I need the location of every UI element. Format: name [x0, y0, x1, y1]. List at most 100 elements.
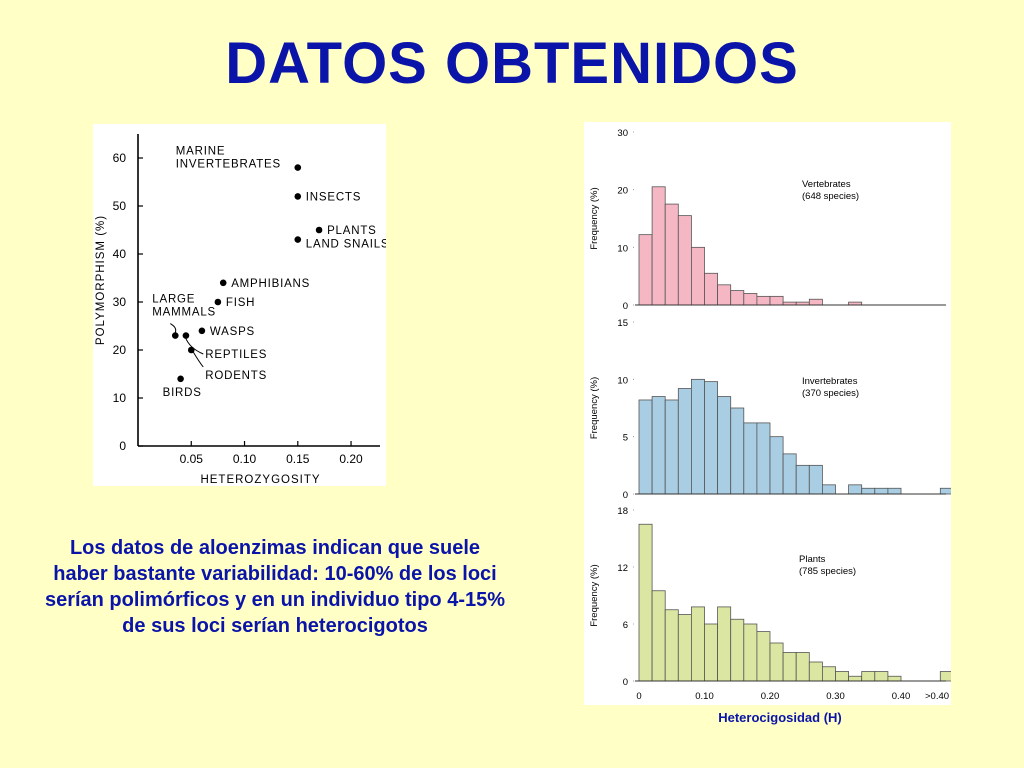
y-tick-label: 15 — [617, 318, 628, 329]
x-tick-label: 0.20 — [339, 452, 363, 466]
point-label: PLANTS — [327, 225, 377, 237]
histogram-bar — [677, 215, 692, 306]
data-point — [171, 332, 179, 339]
x-tick-label: 0.05 — [180, 452, 204, 466]
x-tick-label: 0.30 — [826, 691, 845, 702]
histogram-bar — [939, 671, 954, 682]
data-point — [198, 327, 206, 335]
histogram-bar — [717, 284, 732, 306]
histogram-bar — [848, 675, 863, 682]
histogram-bar — [743, 422, 758, 495]
data-point — [214, 298, 222, 306]
histogram-bar — [638, 399, 653, 495]
histogram-bar — [769, 642, 784, 682]
histogram-bar — [730, 618, 745, 682]
histogram-bar — [717, 606, 732, 682]
histogram-bar — [782, 652, 797, 682]
y-axis-label: Frequency (%) — [589, 187, 600, 249]
histogram-bar — [691, 606, 705, 682]
histogram-bar — [861, 671, 876, 682]
point-label: FISH — [226, 297, 255, 309]
histogram-bar — [861, 487, 876, 495]
histogram-bar — [756, 631, 771, 682]
y-tick-label: 10 — [617, 375, 628, 386]
data-point — [219, 279, 227, 287]
y-tick-label: 18 — [617, 506, 628, 517]
histogram-bar — [664, 609, 679, 682]
y-axis-label: POLYMORPHISM (%) — [95, 215, 107, 345]
point-label: INSECTS — [306, 191, 361, 203]
y-tick-label: 5 — [623, 433, 628, 444]
histogram-bar — [704, 272, 719, 306]
histogram-bar — [651, 590, 666, 682]
y-tick-label: 60 — [113, 151, 127, 165]
histogram-bar — [874, 671, 889, 682]
x-tick-label: 0.10 — [233, 452, 257, 466]
y-tick-label: 0 — [623, 301, 628, 312]
scatter-panel: 0 10 20 30 40 50 60 0.05 0.10 0.15 0.20 HETEROZYGOS… — [93, 124, 389, 486]
y-tick-label: 20 — [617, 186, 628, 197]
histogram-bar — [939, 487, 954, 495]
point-label: LAND SNAILS — [306, 239, 386, 251]
legend-series-count: (648 species) — [802, 191, 859, 202]
histogram-bar — [782, 453, 797, 495]
y-tick-label: 20 — [113, 343, 127, 357]
data-point — [294, 236, 302, 243]
x-axis-label: HETEROZYGOSITY — [200, 474, 320, 486]
y-axis-label: Frequency (%) — [589, 377, 600, 439]
histogram-bar — [795, 652, 810, 682]
histogram-bar — [756, 295, 771, 306]
histogram-bar — [835, 671, 850, 682]
y-tick-label: 10 — [113, 391, 127, 405]
data-point — [294, 193, 302, 200]
histogram-bar — [638, 234, 653, 306]
x-tick-label: 0.40 — [892, 691, 911, 702]
histogram-bar — [821, 484, 836, 495]
histogram-bar — [651, 186, 666, 306]
histogram-bar — [704, 381, 719, 495]
point-label: INVERTEBRATES — [176, 159, 281, 171]
legend-series-name: Vertebrates — [802, 179, 851, 190]
legend-series-name: Plants — [799, 554, 826, 565]
histogram-bar — [730, 407, 745, 495]
point-label: MARINE — [176, 146, 226, 158]
histogram-bar — [677, 388, 692, 495]
histogram-bar — [664, 399, 679, 495]
histogram-bar — [795, 464, 810, 495]
x-tick-label: 0.15 — [286, 452, 310, 466]
point-label: MAMMALS — [152, 307, 216, 319]
y-tick-label: 30 — [113, 295, 127, 309]
point-label: REPTILES — [205, 349, 267, 361]
histogram-bar — [664, 203, 679, 306]
histogram-bar — [691, 378, 705, 495]
x-tick-label: >0.40 — [925, 691, 949, 702]
y-tick-label: 12 — [617, 563, 628, 574]
histogram-bar — [769, 436, 784, 495]
histogram-bar — [769, 295, 784, 306]
legend-series-name: Invertebrates — [802, 376, 858, 387]
y-tick-label: 40 — [113, 247, 127, 261]
histogram-bar — [691, 246, 705, 306]
label-leader-line — [170, 323, 177, 333]
label-leader-line — [184, 336, 204, 355]
histogram-bar — [808, 298, 823, 306]
histogram-bar — [677, 614, 692, 682]
histogram-bar — [756, 422, 771, 495]
histogram-bar — [717, 396, 732, 495]
histogram-bar — [638, 523, 653, 682]
histogram-bar — [887, 675, 902, 682]
point-label: LARGE — [152, 294, 195, 306]
label-leader-line — [192, 351, 204, 368]
histogram-bar — [730, 290, 745, 306]
y-axis-label: Frequency (%) — [589, 564, 600, 626]
histogram-bar — [874, 487, 889, 495]
y-tick-label: 6 — [623, 620, 628, 631]
x-tick-label: 0.10 — [695, 691, 714, 702]
histogram-panel: 0 10 20 30 Frequency (%) Vertebrates (648 spec… — [584, 122, 954, 705]
caption-text: Los datos de aloenzimas indican que suel… — [44, 537, 506, 637]
y-tick-label: 50 — [113, 199, 127, 213]
data-point — [182, 332, 190, 339]
histogram-bar — [887, 487, 902, 495]
data-point — [177, 375, 184, 383]
y-tick-label: 0 — [623, 677, 628, 688]
